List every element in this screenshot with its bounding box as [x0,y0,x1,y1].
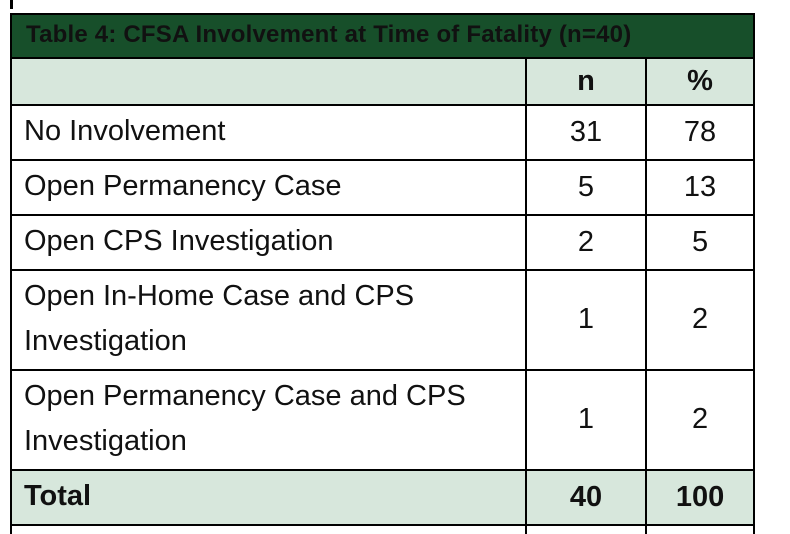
table-row-open-inhome-and-cps: Open In-Home Case and CPS Investigation … [10,268,756,371]
row-pct-value: 2 [644,268,756,371]
table-title-row: Table 4: CFSA Involvement at Time of Fat… [9,13,756,59]
table-total-row: Total 40 100 [10,468,756,526]
header-percent-cell: % [644,57,756,106]
cutoff-next-row-stub [10,523,756,534]
table-title: Table 4: CFSA Involvement at Time of Fat… [9,13,756,59]
row-n-value: 5 [525,158,647,216]
row-n-value: 1 [525,368,647,471]
row-pct-value: 2 [644,368,756,471]
column-header-row: n % [10,57,756,106]
header-category-cell [10,57,527,106]
table-row-open-permanency-case: Open Permanency Case 5 13 [10,158,756,216]
row-label: Open Permanency Case [10,158,527,216]
cutoff-border-artifact [10,0,13,9]
stub-cell [10,523,527,534]
row-label: Open In-Home Case and CPS Investigation [10,268,527,371]
row-pct-value: 13 [644,158,756,216]
table-row-open-permanency-and-cps: Open Permanency Case and CPS Investigati… [10,368,756,471]
row-label: Open CPS Investigation [10,213,527,271]
row-n-value: 2 [525,213,647,271]
row-pct-value: 78 [644,104,756,161]
table-row-open-cps-investigation: Open CPS Investigation 2 5 [10,213,756,271]
total-n-value: 40 [525,468,647,526]
total-pct-value: 100 [644,468,756,526]
cfsa-involvement-table: Table 4: CFSA Involvement at Time of Fat… [9,13,756,534]
table-row-no-involvement: No Involvement 31 78 [10,104,756,161]
stub-cell [525,523,647,534]
row-n-value: 31 [525,104,647,161]
total-label: Total [10,468,527,526]
row-label: No Involvement [10,104,527,161]
row-pct-value: 5 [644,213,756,271]
row-label: Open Permanency Case and CPS Investigati… [10,368,527,471]
header-n-cell: n [525,57,647,106]
row-n-value: 1 [525,268,647,371]
stub-cell [644,523,756,534]
